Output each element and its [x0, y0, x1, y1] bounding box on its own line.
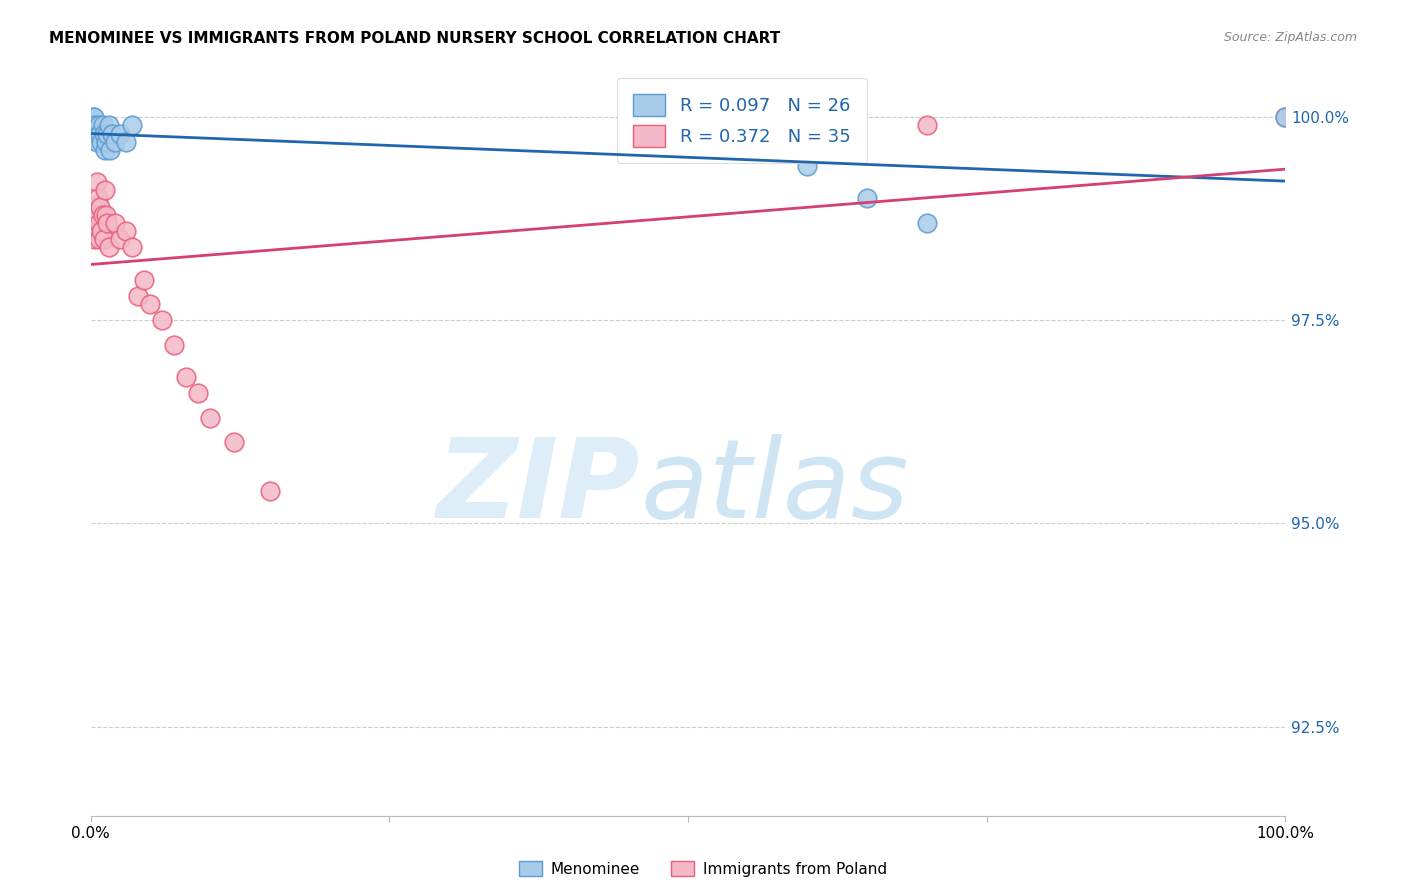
Point [94, 208, 117, 222]
Point [82, 110, 104, 124]
Point [91, 208, 114, 222]
Point [86, 224, 108, 238]
Point [796, 159, 818, 173]
Point [91, 119, 114, 133]
Point [93, 232, 115, 246]
Point [163, 337, 186, 351]
Point [127, 289, 149, 303]
Point [101, 127, 124, 141]
Text: Source: ZipAtlas.com: Source: ZipAtlas.com [1223, 31, 1357, 45]
Point [198, 410, 221, 425]
Point [150, 313, 173, 327]
Point [89, 127, 111, 141]
Point [103, 216, 125, 230]
Point [84, 119, 107, 133]
Point [87, 192, 110, 206]
Text: ZIP: ZIP [437, 434, 640, 541]
Point [87, 119, 110, 133]
Point [87, 208, 110, 222]
Point [86, 175, 108, 189]
Point [87, 216, 110, 230]
Point [94, 143, 117, 157]
Point [96, 127, 118, 141]
Point [84, 208, 107, 222]
Point [915, 216, 938, 230]
Legend: Menominee, Immigrants from Poland: Menominee, Immigrants from Poland [512, 853, 894, 884]
Point [1274, 110, 1296, 124]
Point [96, 216, 118, 230]
Point [121, 240, 143, 254]
Point [87, 127, 110, 141]
Point [94, 183, 117, 197]
Point [110, 127, 132, 141]
Point [915, 119, 938, 133]
Point [174, 370, 197, 384]
Point [134, 273, 156, 287]
Point [187, 386, 209, 401]
Point [115, 224, 138, 238]
Point [82, 216, 104, 230]
Point [90, 224, 112, 238]
Point [115, 135, 138, 149]
Point [89, 200, 111, 214]
Point [98, 143, 121, 157]
Point [83, 232, 105, 246]
Point [222, 435, 245, 450]
Legend: R = 0.097   N = 26, R = 0.372   N = 35: R = 0.097 N = 26, R = 0.372 N = 35 [617, 78, 866, 163]
Point [82, 200, 104, 214]
Text: MENOMINEE VS IMMIGRANTS FROM POLAND NURSERY SCHOOL CORRELATION CHART: MENOMINEE VS IMMIGRANTS FROM POLAND NURS… [49, 31, 780, 46]
Point [856, 192, 879, 206]
Point [94, 135, 117, 149]
Point [110, 232, 132, 246]
Text: atlas: atlas [640, 434, 908, 541]
Point [97, 119, 120, 133]
Point [259, 483, 281, 498]
Point [103, 135, 125, 149]
Point [139, 297, 162, 311]
Point [121, 119, 143, 133]
Point [83, 110, 105, 124]
Point [97, 240, 120, 254]
Point [1274, 110, 1296, 124]
Point [83, 119, 105, 133]
Point [93, 127, 115, 141]
Point [86, 135, 108, 149]
Point [80, 119, 103, 133]
Point [87, 232, 110, 246]
Point [80, 200, 103, 214]
Point [90, 135, 112, 149]
